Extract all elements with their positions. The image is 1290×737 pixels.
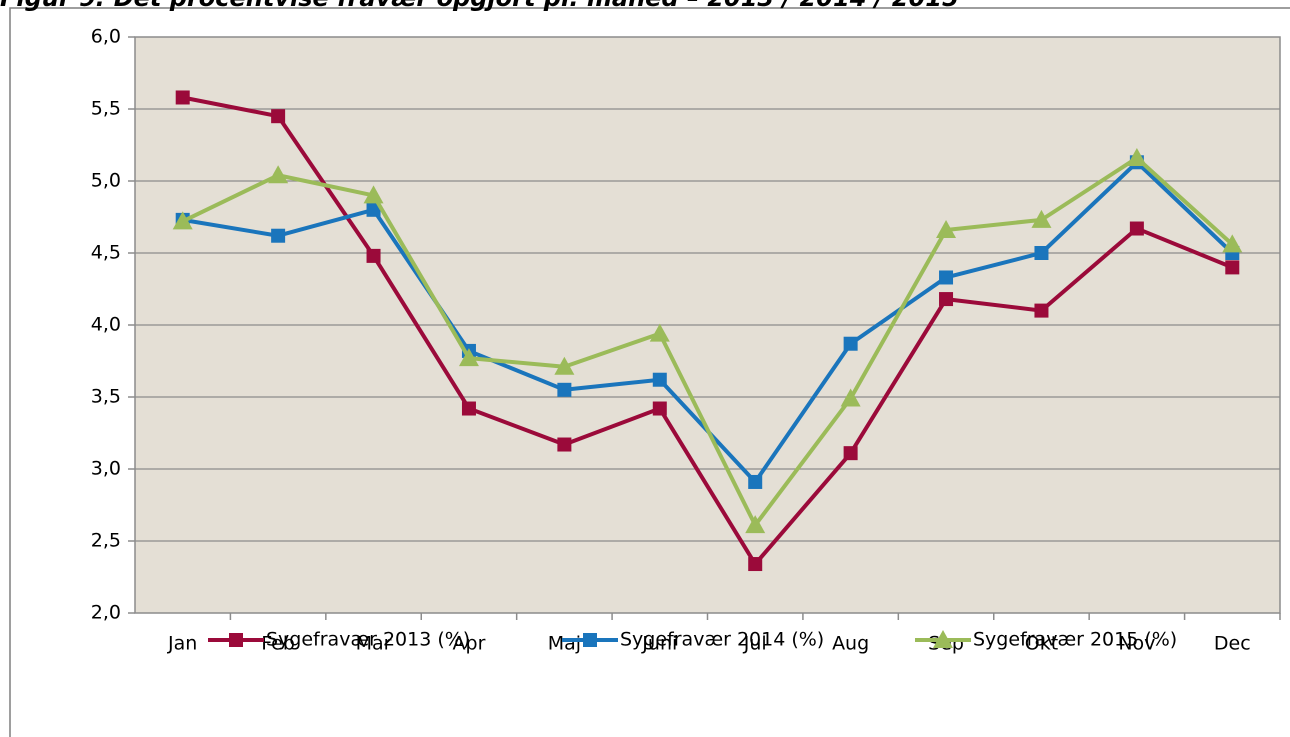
y-tick-label: 3,0 <box>91 458 121 480</box>
point-marker <box>271 109 286 124</box>
point-marker <box>175 90 190 105</box>
point-marker <box>1129 221 1144 236</box>
point-marker <box>748 474 763 489</box>
point-marker <box>458 348 479 367</box>
legend-label: Sygefravær 2013 (%) <box>266 629 470 651</box>
y-tick-label: 4,0 <box>91 314 121 336</box>
point-marker <box>1222 234 1243 253</box>
point-marker <box>939 270 954 285</box>
point-marker <box>843 446 858 461</box>
point-marker <box>1225 260 1240 275</box>
legend-label: Sygefravær 2014 (%) <box>620 629 824 651</box>
point-marker <box>557 437 572 452</box>
point-marker <box>363 185 384 204</box>
point-marker <box>271 228 286 243</box>
x-tick-label: Jul <box>743 633 767 655</box>
x-tick-label: Dec <box>1214 633 1251 655</box>
y-tick-label: 3,5 <box>91 386 121 408</box>
legend-label: Sygefravær 2015 (%) <box>973 629 1177 651</box>
x-tick-label: Jan <box>167 633 197 655</box>
y-tick-label: 5,5 <box>91 98 121 120</box>
x-tick-label: Apr <box>453 633 486 655</box>
x-tick-label: Nov <box>1118 633 1155 655</box>
legend-marker <box>583 633 597 647</box>
y-tick-label: 5,0 <box>91 170 121 192</box>
series-line <box>182 95 1234 567</box>
point-marker <box>843 336 858 351</box>
x-tick-label: Okt <box>1025 633 1058 655</box>
point-marker <box>366 202 381 217</box>
x-tick-label: Juni <box>641 633 677 655</box>
point-marker <box>1034 303 1049 318</box>
legend-marker <box>933 630 953 648</box>
y-tick-label: 4,5 <box>91 242 121 264</box>
point-marker <box>268 165 289 184</box>
x-tick-label: Feb <box>261 633 295 655</box>
point-marker <box>748 557 763 572</box>
y-tick-label: 2,0 <box>91 602 121 624</box>
point-marker <box>554 356 575 375</box>
point-marker <box>557 382 572 397</box>
point-marker <box>936 219 957 238</box>
point-marker <box>461 401 476 416</box>
point-marker <box>652 372 667 387</box>
point-marker <box>1034 246 1049 260</box>
point-marker <box>939 292 954 307</box>
point-marker <box>366 248 381 263</box>
y-tick-label: 6,0 <box>91 26 121 48</box>
chart-title: Figur 9: Det procentvise fravær opgjort … <box>0 0 959 12</box>
point-marker <box>652 401 667 416</box>
y-tick-label: 2,5 <box>91 530 121 552</box>
legend-marker <box>229 633 243 647</box>
point-marker <box>840 388 861 407</box>
point-marker <box>1031 209 1052 228</box>
x-tick-label: Mar <box>356 633 392 655</box>
x-tick-label: Aug <box>832 633 869 655</box>
point-marker <box>649 323 670 342</box>
point-marker <box>172 211 193 230</box>
series-line <box>181 155 1234 528</box>
point-marker <box>745 515 766 534</box>
point-marker <box>1126 147 1147 166</box>
x-tick-label: Maj <box>548 633 581 655</box>
